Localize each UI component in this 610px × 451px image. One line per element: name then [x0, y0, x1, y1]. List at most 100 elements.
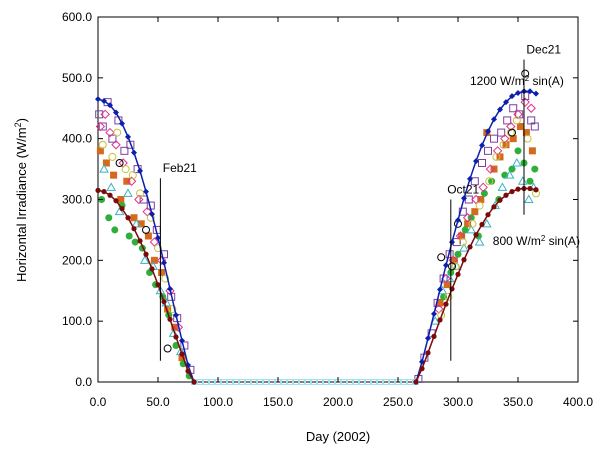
- data-point: [95, 121, 106, 132]
- data-point: [474, 237, 485, 246]
- data-point: [503, 192, 509, 198]
- data-point: [473, 232, 479, 238]
- data-point: [485, 212, 491, 218]
- data-point: [497, 106, 503, 113]
- x-axis-label: Day (2002): [306, 429, 370, 444]
- data-point: [479, 221, 485, 228]
- x-axis: 0.0 50.0 100.0 150.0 200.0 250.0 300.0 350.0 400…: [90, 17, 593, 409]
- data-point: [413, 379, 419, 385]
- data-point: [131, 218, 142, 228]
- data-point: [430, 316, 441, 325]
- data-point: [520, 97, 530, 107]
- data-point: [102, 159, 110, 167]
- data-point: [401, 379, 407, 385]
- data-point: [158, 269, 166, 276]
- data-point: [203, 379, 209, 385]
- data-point: [119, 206, 125, 212]
- data-point: [459, 243, 469, 252]
- x-tick-label: 50.0: [146, 395, 170, 409]
- data-point: [450, 256, 458, 264]
- data-point: [136, 189, 144, 198]
- data-point: [144, 232, 152, 240]
- data-point: [407, 379, 413, 385]
- data-point: [227, 379, 233, 385]
- data-point: [497, 128, 506, 137]
- data-point: [513, 109, 523, 120]
- data-point: [443, 301, 449, 307]
- data-point: [437, 253, 446, 262]
- data-point: [113, 128, 122, 137]
- data-point: [365, 379, 371, 385]
- data-point: [117, 196, 125, 203]
- data-point: [455, 271, 461, 277]
- data-point: [179, 351, 185, 357]
- y-tick-label: 0.0: [75, 375, 92, 389]
- data-point: [143, 188, 149, 195]
- data-point: [293, 379, 299, 385]
- data-point: [475, 201, 484, 210]
- data-point: [467, 244, 473, 250]
- y-axis-label: Horizontal Irradiance (W/m2): [13, 118, 29, 282]
- data-point: [161, 299, 167, 305]
- y-tick-label: 100.0: [62, 314, 92, 328]
- data-point: [533, 90, 539, 97]
- data-point: [371, 379, 377, 385]
- data-point: [154, 244, 162, 253]
- plot-frame: [97, 16, 579, 383]
- data-point: [108, 152, 117, 161]
- data-point: [509, 135, 517, 143]
- data-point: [111, 226, 119, 234]
- data-point: [458, 238, 467, 247]
- data-point: [137, 238, 143, 244]
- data-point: [359, 379, 365, 385]
- curve-1200-label: 1200 W/m2 sin(A): [470, 74, 564, 89]
- data-point: [108, 134, 117, 143]
- data-point: [530, 122, 539, 131]
- data-point: [299, 379, 305, 385]
- data-point: [499, 140, 508, 149]
- data-point: [98, 122, 107, 131]
- data-point: [449, 286, 455, 292]
- data-point: [168, 305, 177, 313]
- data-point: [155, 234, 161, 241]
- data-point: [458, 232, 466, 240]
- data-point: [101, 188, 107, 195]
- data-point: [317, 379, 323, 385]
- data-point: [454, 250, 462, 258]
- data-point: [458, 207, 467, 216]
- data-point: [470, 177, 479, 186]
- x-tick-label: 0.0: [90, 395, 107, 409]
- data-point: [173, 334, 179, 340]
- data-point: [107, 102, 113, 109]
- data-point: [149, 211, 155, 218]
- data-point: [323, 379, 329, 385]
- data-point: [425, 350, 431, 356]
- data-point: [105, 127, 115, 138]
- data-point: [119, 120, 125, 127]
- data-point: [179, 337, 185, 344]
- data-point: [121, 165, 130, 174]
- data-point: [125, 133, 131, 140]
- data-point: [281, 379, 287, 385]
- x-tick-label: 300.0: [443, 395, 473, 409]
- data-point: [473, 158, 479, 165]
- data-point: [504, 170, 515, 179]
- data-point: [353, 379, 359, 385]
- data-point: [221, 379, 227, 385]
- data-point: [448, 262, 456, 271]
- data-point: [490, 134, 498, 143]
- data-point: [478, 182, 488, 193]
- data-point: [131, 226, 137, 232]
- y-tick-label: 300.0: [62, 193, 92, 207]
- data-point: [515, 90, 521, 97]
- data-point: [492, 146, 503, 156]
- data-point: [155, 282, 161, 288]
- data-point: [511, 157, 522, 167]
- x-tick-label: 200.0: [323, 395, 353, 409]
- data-point: [105, 214, 113, 222]
- data-point: [139, 195, 148, 204]
- data-point: [508, 128, 516, 137]
- data-point: [341, 379, 347, 385]
- x-tick-label: 150.0: [263, 395, 293, 409]
